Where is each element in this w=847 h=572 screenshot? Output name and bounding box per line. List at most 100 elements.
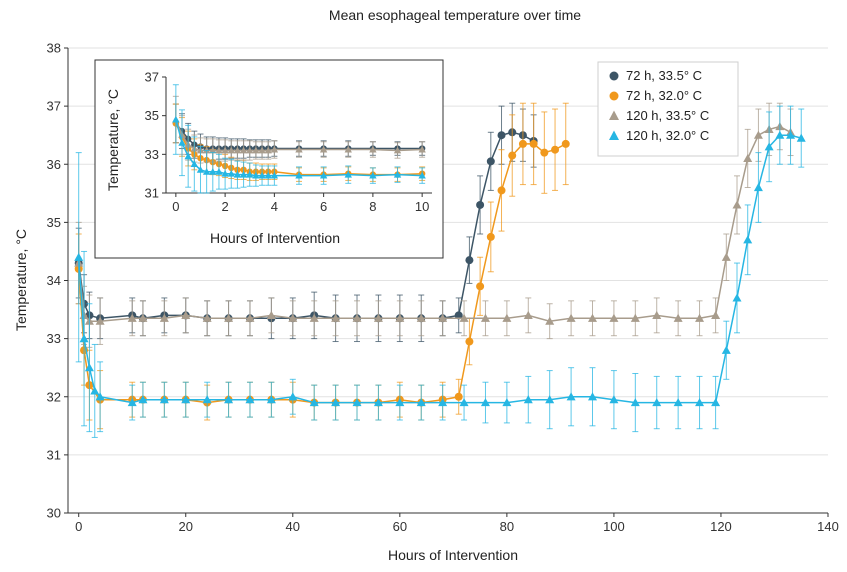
data-point <box>215 168 223 175</box>
data-point <box>393 170 402 178</box>
data-point <box>721 252 731 261</box>
x-tick-label: 40 <box>286 519 300 534</box>
data-point <box>753 183 763 192</box>
x-tick-label: 100 <box>603 519 625 534</box>
data-point <box>172 115 180 123</box>
data-point <box>393 146 402 154</box>
legend-label: 120 h, 32.0° C <box>626 128 709 143</box>
y-tick-label: 31 <box>145 186 159 201</box>
data-point <box>181 395 191 404</box>
data-point <box>418 171 426 179</box>
legend-marker <box>609 110 619 120</box>
y-tick-label: 31 <box>47 447 61 462</box>
y-tick-label: 35 <box>145 108 159 123</box>
data-point <box>264 171 272 179</box>
data-point <box>127 398 137 407</box>
legend-label: 120 h, 33.5° C <box>626 108 709 123</box>
legend-frame <box>597 61 739 157</box>
data-point <box>90 386 100 395</box>
data-point <box>184 152 192 160</box>
x-tick-label: 20 <box>179 519 193 534</box>
chart-title: Mean esophageal temperature over time <box>329 7 581 23</box>
y-tick-label: 37 <box>145 70 159 85</box>
data-point <box>486 157 495 166</box>
data-point <box>227 169 235 177</box>
data-point <box>190 160 199 167</box>
data-point <box>127 313 137 322</box>
data-point <box>497 131 506 140</box>
data-point <box>344 145 352 153</box>
data-point <box>721 345 731 354</box>
data-point <box>711 310 721 319</box>
legend-marker <box>609 71 619 81</box>
data-point <box>95 316 105 325</box>
data-point <box>331 398 341 407</box>
data-point <box>465 256 474 265</box>
data-point <box>695 313 705 322</box>
data-point <box>695 398 705 407</box>
data-point <box>221 146 229 154</box>
data-point <box>545 395 555 404</box>
data-point <box>224 313 234 322</box>
x-tick-label: 6 <box>320 199 327 214</box>
x-tick-label: 4 <box>271 199 278 214</box>
data-point <box>233 146 242 154</box>
data-point <box>764 142 774 151</box>
data-point <box>202 168 211 175</box>
y-tick-label: 37 <box>47 99 61 114</box>
inset-series-group <box>172 84 426 194</box>
data-point <box>239 170 248 178</box>
data-point <box>476 200 485 209</box>
data-point <box>209 168 217 175</box>
data-point <box>438 313 448 322</box>
y-tick-label: 33 <box>47 331 61 346</box>
legend-item-120-h-32-0-c: 120 h, 32.0° C <box>609 128 709 143</box>
data-point <box>266 310 276 319</box>
data-point <box>588 313 598 322</box>
data-point <box>309 313 319 322</box>
data-point <box>245 313 255 322</box>
data-point <box>459 398 469 407</box>
data-point <box>454 392 463 401</box>
inset-y-axis-label: Temperature, °C <box>105 89 121 191</box>
data-point <box>551 145 560 154</box>
series-120-h-32-0-c <box>74 105 806 438</box>
data-point <box>523 395 533 404</box>
data-point <box>352 313 362 322</box>
data-point <box>202 395 212 404</box>
data-point <box>138 313 148 322</box>
data-point <box>518 139 527 148</box>
data-point <box>246 170 254 178</box>
legend-label: 72 h, 33.5° C <box>626 68 702 83</box>
x-tick-label: 60 <box>393 519 407 534</box>
data-point <box>545 316 555 325</box>
x-tick-label: 8 <box>369 199 376 214</box>
data-point <box>215 146 223 154</box>
data-point <box>309 398 319 407</box>
data-point <box>319 145 328 153</box>
data-point <box>786 130 796 139</box>
main-series-group <box>74 102 806 438</box>
data-point <box>502 398 512 407</box>
data-point <box>486 232 495 241</box>
data-point <box>84 363 94 372</box>
data-point <box>266 395 276 404</box>
data-point <box>159 395 169 404</box>
data-point <box>480 398 490 407</box>
data-point <box>288 313 298 322</box>
inset-chart: 31 33 35 37 0 2 4 6 8 10 Hours of Intervention Te… <box>94 59 444 259</box>
data-point <box>673 398 683 407</box>
series-line <box>77 125 791 322</box>
x-tick-label: 2 <box>221 199 228 214</box>
data-point <box>252 171 260 179</box>
y-axis-label: Temperature, °C <box>13 229 29 331</box>
data-point <box>373 313 383 322</box>
data-point <box>295 171 303 179</box>
data-point <box>233 170 242 178</box>
data-point <box>258 171 266 179</box>
data-point <box>796 133 806 142</box>
series-line <box>77 131 534 320</box>
y-tick-label: 34 <box>47 273 61 288</box>
data-point <box>264 146 272 154</box>
